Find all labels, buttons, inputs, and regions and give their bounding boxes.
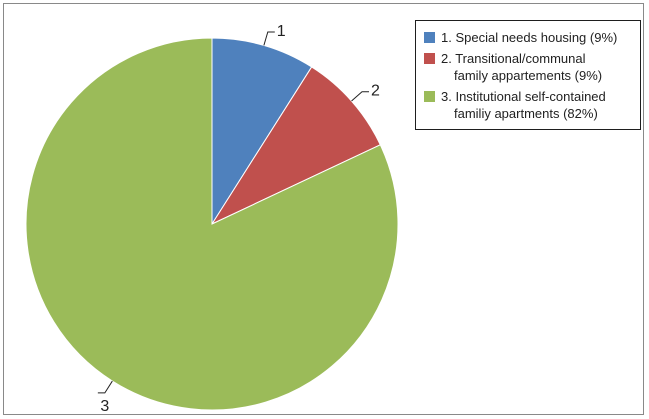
legend-swatch-1: [424, 32, 435, 43]
pie-chart: 1 2 3: [25, 23, 399, 415]
legend-label-1-line-1: 1. Special needs housing (9%): [441, 30, 618, 45]
legend-entry-2: 2. Transitional/communal family appartem…: [424, 50, 634, 84]
legend-label-2-line-1: 2. Transitional/communal: [441, 51, 586, 66]
leader-line-1: [263, 31, 275, 46]
leader-line-3: [97, 380, 113, 394]
pie-slice-3: [25, 37, 399, 411]
slice-label-3: 3: [100, 398, 109, 415]
legend: 1. Special needs housing (9%) 2. Transit…: [415, 20, 641, 130]
legend-label-2-line-2: family appartements (9%): [454, 68, 603, 83]
legend-entry-3: 3. Institutional self-contained familiy …: [424, 88, 634, 122]
legend-entry-1: 1. Special needs housing (9%): [424, 29, 634, 46]
legend-label-3-line-2: familiy apartments (82%): [454, 106, 598, 121]
leader-line-2: [351, 91, 370, 102]
slice-label-1: 1: [277, 23, 286, 40]
chart-area: 1 2 3 1. Special needs housing (9%) 2. Tra…: [3, 3, 644, 415]
slice-label-2: 2: [371, 83, 380, 100]
legend-label-3-line-1: 3. Institutional self-contained: [441, 89, 606, 104]
legend-swatch-3: [424, 91, 435, 102]
legend-swatch-2: [424, 53, 435, 64]
